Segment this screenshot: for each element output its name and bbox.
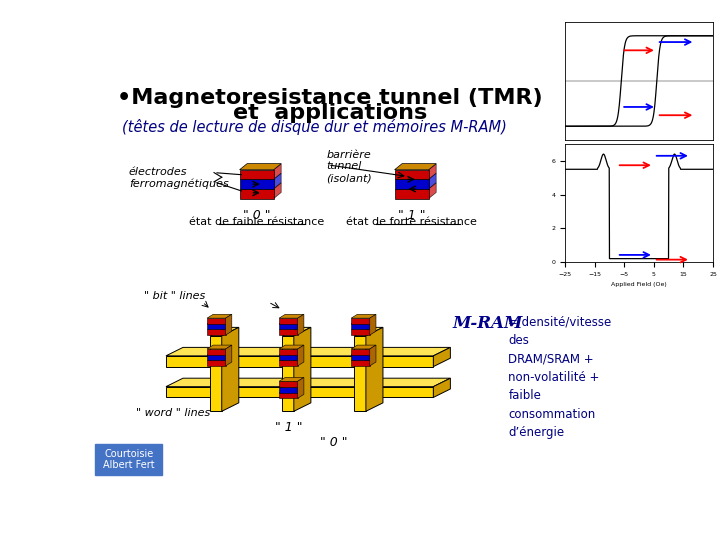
Bar	[207, 360, 225, 366]
Text: " word " lines: " word " lines	[137, 408, 211, 418]
Bar	[351, 354, 370, 360]
Polygon shape	[279, 345, 304, 349]
Bar	[279, 381, 297, 387]
Text: électrodes
ferromagnétiques: électrodes ferromagnétiques	[129, 167, 228, 189]
Bar	[282, 336, 294, 411]
Bar	[207, 348, 225, 355]
Text: •Magnetoresistance tunnel (TMR): •Magnetoresistance tunnel (TMR)	[117, 88, 543, 108]
Text: et  applications: et applications	[233, 103, 428, 123]
Polygon shape	[207, 345, 232, 349]
Polygon shape	[366, 327, 383, 411]
Bar	[279, 387, 297, 393]
Polygon shape	[166, 378, 451, 387]
Polygon shape	[297, 314, 304, 335]
Bar	[240, 189, 274, 199]
Polygon shape	[274, 164, 282, 179]
Text: " 0 ": " 0 "	[243, 209, 271, 222]
Text: barrière
tunnel
(isolant): barrière tunnel (isolant)	[326, 150, 372, 183]
Bar	[279, 392, 297, 398]
Polygon shape	[222, 327, 239, 411]
X-axis label: Applied Field (Oe): Applied Field (Oe)	[611, 282, 667, 287]
Polygon shape	[297, 345, 304, 366]
Polygon shape	[370, 314, 376, 335]
Polygon shape	[433, 347, 451, 367]
Bar	[395, 179, 428, 189]
Text: état de faible résistance: état de faible résistance	[189, 217, 324, 227]
Bar	[207, 318, 225, 324]
Polygon shape	[279, 314, 304, 318]
Text: Courtoisie: Courtoisie	[104, 449, 153, 460]
Polygon shape	[428, 164, 436, 179]
Text: M-RAM: M-RAM	[453, 315, 523, 332]
Polygon shape	[351, 314, 376, 318]
Polygon shape	[225, 345, 232, 366]
Polygon shape	[166, 347, 451, 356]
Text: " 1 ": " 1 "	[274, 421, 302, 434]
Bar	[210, 336, 222, 411]
Bar	[395, 189, 428, 199]
Polygon shape	[428, 173, 436, 189]
Bar	[351, 348, 370, 355]
Bar	[207, 354, 225, 360]
Polygon shape	[274, 173, 282, 189]
Bar	[354, 336, 366, 411]
Polygon shape	[370, 345, 376, 366]
Bar	[240, 170, 274, 179]
Polygon shape	[354, 327, 383, 336]
Polygon shape	[279, 377, 304, 381]
Polygon shape	[282, 327, 311, 336]
Text: (têtes de lecture de disque dur et mémoires M-RAM): (têtes de lecture de disque dur et mémoi…	[122, 119, 507, 134]
FancyBboxPatch shape	[96, 444, 162, 475]
Bar	[279, 348, 297, 355]
Bar	[207, 323, 225, 329]
Bar	[351, 329, 370, 335]
Polygon shape	[351, 345, 376, 349]
Polygon shape	[294, 327, 311, 411]
Polygon shape	[297, 377, 304, 398]
Bar	[166, 387, 433, 397]
Polygon shape	[395, 164, 436, 170]
Text: état de forte résistance: état de forte résistance	[346, 217, 477, 227]
Bar	[279, 360, 297, 366]
Bar	[351, 318, 370, 324]
Bar	[279, 354, 297, 360]
Bar	[351, 323, 370, 329]
Polygon shape	[207, 314, 232, 318]
Bar	[240, 179, 274, 189]
Bar	[279, 323, 297, 329]
Bar	[279, 329, 297, 335]
Polygon shape	[274, 183, 282, 199]
Bar	[166, 356, 433, 367]
Polygon shape	[433, 378, 451, 397]
Bar	[351, 360, 370, 366]
Bar	[279, 318, 297, 324]
Polygon shape	[240, 164, 282, 170]
Bar	[207, 329, 225, 335]
Text: " 1 ": " 1 "	[398, 209, 426, 222]
Polygon shape	[225, 314, 232, 335]
Text: Albert Fert: Albert Fert	[103, 460, 155, 470]
Polygon shape	[428, 183, 436, 199]
Text: " 0 ": " 0 "	[320, 436, 348, 449]
Polygon shape	[210, 327, 239, 336]
Text: = densité/vitesse
des
DRAM/SRAM +
non-volatilité +
faible
consommation
d’énergie: = densité/vitesse des DRAM/SRAM + non-vo…	[508, 315, 612, 439]
Text: " bit " lines: " bit " lines	[144, 291, 205, 301]
Bar	[395, 170, 428, 179]
